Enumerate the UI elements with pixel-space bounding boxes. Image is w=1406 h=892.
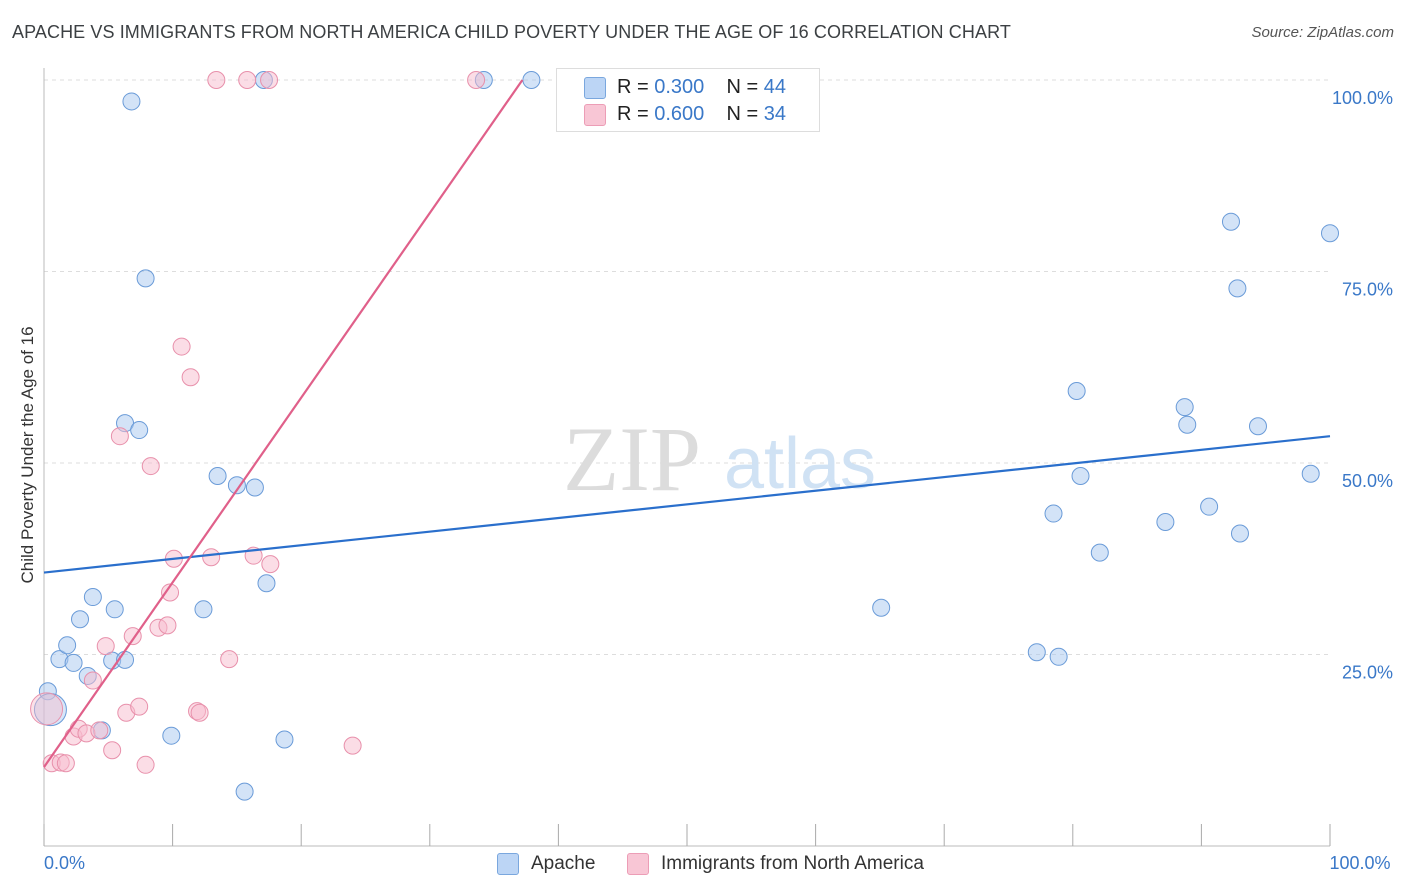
apache-point	[1156, 512, 1175, 531]
immigrants-point	[110, 427, 129, 446]
apache-point	[1027, 643, 1046, 662]
data-points	[30, 71, 1339, 801]
apache-point	[227, 476, 246, 495]
axes	[43, 68, 1331, 847]
immigrants-point	[90, 721, 109, 740]
immigrants-point	[56, 754, 75, 773]
immigrants-r-label: R =	[617, 103, 655, 125]
immigrants-point	[238, 71, 257, 89]
grid-lines	[44, 79, 1330, 655]
immigrants-point	[202, 548, 221, 567]
immigrants-point	[207, 71, 226, 89]
immigrants-point	[261, 555, 280, 574]
apache-point	[194, 600, 213, 619]
y-tick-label: 100.0%	[1332, 88, 1393, 108]
apache-n-value: 44	[763, 76, 787, 98]
apache-point	[235, 782, 254, 801]
immigrants-point	[141, 457, 160, 476]
bottom-legend-apache: Apache	[497, 852, 595, 876]
apache-point	[1221, 212, 1240, 231]
y-tick-label: 25.0%	[1342, 663, 1393, 683]
immigrants-point	[190, 703, 209, 722]
immigrants-n-label: N =	[726, 103, 764, 125]
immigrants-point	[260, 71, 279, 89]
apache-point	[1178, 415, 1197, 434]
apache-point	[122, 92, 141, 111]
immigrants-r-value: 0.600	[654, 103, 705, 125]
apache-point	[1071, 467, 1090, 486]
immigrants-point	[161, 583, 180, 602]
bottom-apache-label: Apache	[531, 853, 596, 874]
apache-point	[105, 600, 124, 619]
immigrants-point	[181, 368, 200, 387]
apache-point	[1049, 647, 1068, 666]
immigrants-point	[467, 71, 486, 89]
x-tick-label: 0.0%	[44, 853, 85, 873]
tick-labels: 25.0% 50.0% 75.0% 100.0% 0.0% 100.0%	[44, 88, 1393, 873]
immigrants-point	[158, 616, 177, 635]
watermark-zip: ZIP	[563, 408, 701, 510]
apache-point	[1248, 417, 1267, 436]
apache-point	[1230, 524, 1249, 543]
apache-trend-line	[43, 435, 1331, 574]
trend-lines	[43, 79, 1331, 768]
apache-point	[1301, 464, 1320, 483]
stats-legend: R = 0.300 N = 44 R = 0.600 N = 34	[556, 68, 820, 132]
apache-point	[1175, 398, 1194, 417]
apache-point	[136, 269, 155, 288]
bottom-apache-swatch	[497, 853, 519, 875]
watermark: ZIP atlas	[563, 408, 876, 510]
apache-point	[162, 726, 181, 745]
apache-r-value: 0.300	[654, 76, 705, 98]
immigrants-trend-line	[43, 79, 524, 768]
apache-n-label: N =	[726, 76, 764, 98]
immigrants-swatch	[584, 104, 606, 126]
apache-r-label: R =	[617, 76, 655, 98]
apache-point	[1228, 279, 1247, 298]
immigrants-point	[343, 736, 362, 755]
apache-point	[71, 610, 90, 629]
immigrants-point	[103, 741, 122, 760]
apache-point	[1321, 224, 1339, 243]
y-tick-label: 50.0%	[1342, 471, 1393, 491]
apache-point	[1200, 497, 1219, 516]
apache-point	[872, 598, 891, 617]
watermark-atlas: atlas	[724, 424, 876, 504]
bottom-immigrants-label: Immigrants from North America	[661, 853, 924, 874]
apache-point	[83, 588, 102, 607]
apache-point	[1090, 543, 1109, 562]
immigrants-point	[30, 692, 64, 726]
apache-point	[208, 467, 227, 486]
apache-point	[1067, 381, 1086, 400]
immigrants-point	[96, 637, 115, 656]
immigrants-n-value: 34	[763, 103, 787, 125]
chart-title: APACHE VS IMMIGRANTS FROM NORTH AMERICA …	[12, 22, 1011, 42]
immigrants-point	[172, 337, 191, 356]
y-tick-label: 75.0%	[1342, 280, 1393, 300]
apache-point	[64, 653, 83, 672]
apache-point	[58, 636, 77, 655]
apache-point	[257, 574, 276, 593]
apache-point	[245, 478, 264, 497]
source-label: Source: ZipAtlas.com	[1251, 24, 1394, 41]
apache-point	[522, 71, 541, 89]
immigrants-point	[136, 755, 155, 774]
apache-point	[130, 421, 149, 440]
bottom-legend-immigrants: Immigrants from North America	[627, 852, 924, 876]
apache-swatch	[584, 77, 606, 99]
x-tick-label: 100.0%	[1329, 853, 1390, 873]
apache-point	[1044, 504, 1063, 523]
y-axis-label: Child Poverty Under the Age of 16	[18, 326, 37, 584]
bottom-immigrants-swatch	[627, 853, 649, 875]
immigrants-point	[83, 671, 102, 690]
immigrants-point	[220, 650, 239, 669]
immigrants-point	[130, 697, 149, 716]
apache-point	[275, 730, 294, 749]
